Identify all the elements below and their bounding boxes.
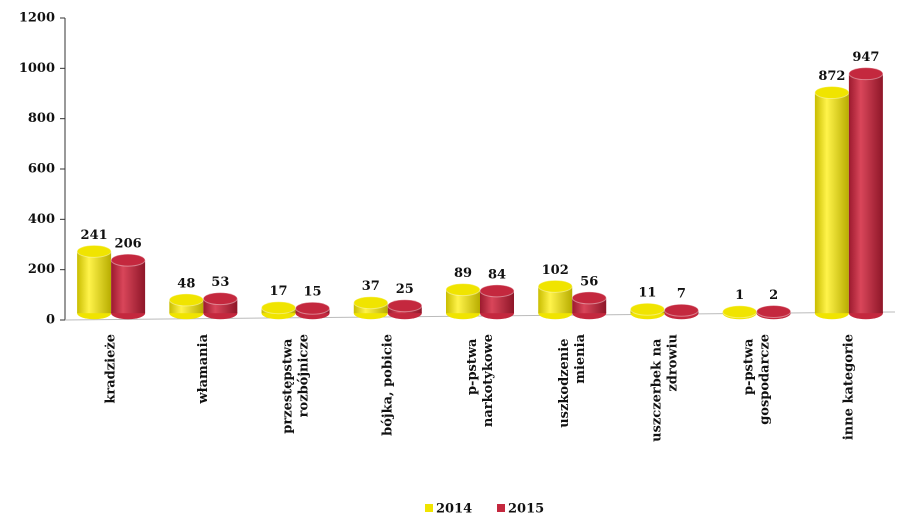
y-tick-label: 600 [28, 162, 55, 177]
bar [202, 292, 238, 320]
y-tick-label: 0 [46, 313, 55, 328]
bar-top [202, 292, 238, 306]
bar [848, 67, 884, 320]
x-tick-label-line: p-pstwa [741, 334, 756, 395]
bar [387, 299, 423, 320]
bar [76, 244, 112, 320]
value-label: 56 [580, 274, 598, 289]
bar-body [814, 92, 849, 314]
x-tick-label: p-pstwa narkotykowe [465, 334, 496, 427]
legend-label: 2014 [436, 502, 472, 517]
value-label: 2 [769, 288, 778, 303]
bar-top [353, 296, 389, 310]
value-label: 1 [735, 288, 744, 303]
bar-top [445, 283, 481, 297]
bar-top [295, 301, 331, 315]
x-tick-label-line: zdrowiu [665, 334, 680, 392]
legend-swatch [425, 504, 433, 512]
bar [353, 296, 389, 320]
value-label: 206 [115, 237, 142, 252]
x-tick-label-line: narkotykowe [481, 334, 496, 427]
legend-label: 2015 [508, 502, 544, 517]
bar-top [756, 304, 792, 318]
bar [537, 279, 573, 320]
x-tick-label-line: uszkodzenie [557, 334, 572, 428]
value-label: 37 [362, 279, 380, 294]
value-label: 53 [211, 275, 229, 290]
x-tick-label: przestępstwa rozbójnicze [280, 334, 311, 434]
x-tick-label: bójka, pobicie [380, 334, 395, 436]
x-tick-label-line: p-pstwa [465, 334, 480, 395]
value-label: 11 [638, 286, 656, 301]
y-tick-label: 1000 [19, 61, 55, 76]
bar [756, 304, 792, 320]
value-label: 102 [542, 263, 569, 278]
x-tick-label: włamania [196, 333, 211, 404]
y-tick-label: 1200 [19, 11, 55, 26]
value-label: 947 [852, 50, 879, 65]
bar-top [571, 291, 607, 305]
bar-top [814, 86, 850, 100]
bar-top [168, 293, 204, 307]
bar [479, 284, 515, 320]
bar [445, 283, 481, 320]
bar-top [110, 253, 146, 267]
bar [663, 303, 699, 320]
bar [295, 301, 331, 320]
x-tick-label: uszkodzenie mienia [557, 333, 588, 427]
value-label: 48 [177, 276, 195, 291]
bar-top [76, 244, 112, 258]
bar-top [629, 302, 665, 316]
value-label: 872 [818, 69, 845, 84]
bar [571, 291, 607, 320]
bar-top [722, 305, 758, 319]
bar-top [663, 303, 699, 317]
bar-body [446, 289, 480, 314]
bar-top [261, 301, 297, 315]
bar-top [848, 67, 884, 81]
bar-top [479, 284, 515, 298]
x-tick-label: uszczerbek na zdrowiu [649, 334, 680, 442]
x-tick-label: kradzieże [104, 334, 119, 404]
legend-swatch [497, 504, 505, 512]
x-tick-label: inne kategorie [841, 334, 856, 440]
x-tick-label: p-pstwa gospodarcze [741, 334, 772, 425]
x-tick-label-line: mienia [573, 333, 588, 383]
x-tick-label-line: uszczerbek na [649, 334, 664, 442]
bar [261, 301, 297, 320]
value-label: 17 [270, 284, 288, 299]
value-label: 15 [304, 285, 322, 300]
bar-body [480, 290, 514, 314]
x-tick-label-line: przestępstwa [280, 334, 295, 434]
y-tick-label: 200 [28, 262, 55, 277]
bar [110, 253, 146, 320]
value-label: 25 [396, 282, 414, 297]
bar-body [111, 260, 146, 314]
x-tick-label-line: gospodarcze [757, 334, 772, 425]
bar [168, 293, 204, 320]
y-tick-label: 400 [28, 212, 55, 227]
bar [629, 302, 665, 320]
bar [722, 305, 758, 320]
y-tick-label: 800 [28, 111, 55, 126]
bar-body [77, 251, 112, 314]
bar-top [537, 279, 573, 293]
value-label: 241 [81, 228, 108, 243]
value-label: 84 [488, 267, 506, 282]
value-label: 89 [454, 266, 472, 281]
value-label: 7 [677, 287, 686, 302]
bar [814, 86, 850, 320]
x-axis [64, 311, 896, 321]
x-tick-label-line: rozbójnicze [296, 334, 311, 417]
bar-body [848, 73, 883, 314]
bar-top [387, 299, 423, 313]
